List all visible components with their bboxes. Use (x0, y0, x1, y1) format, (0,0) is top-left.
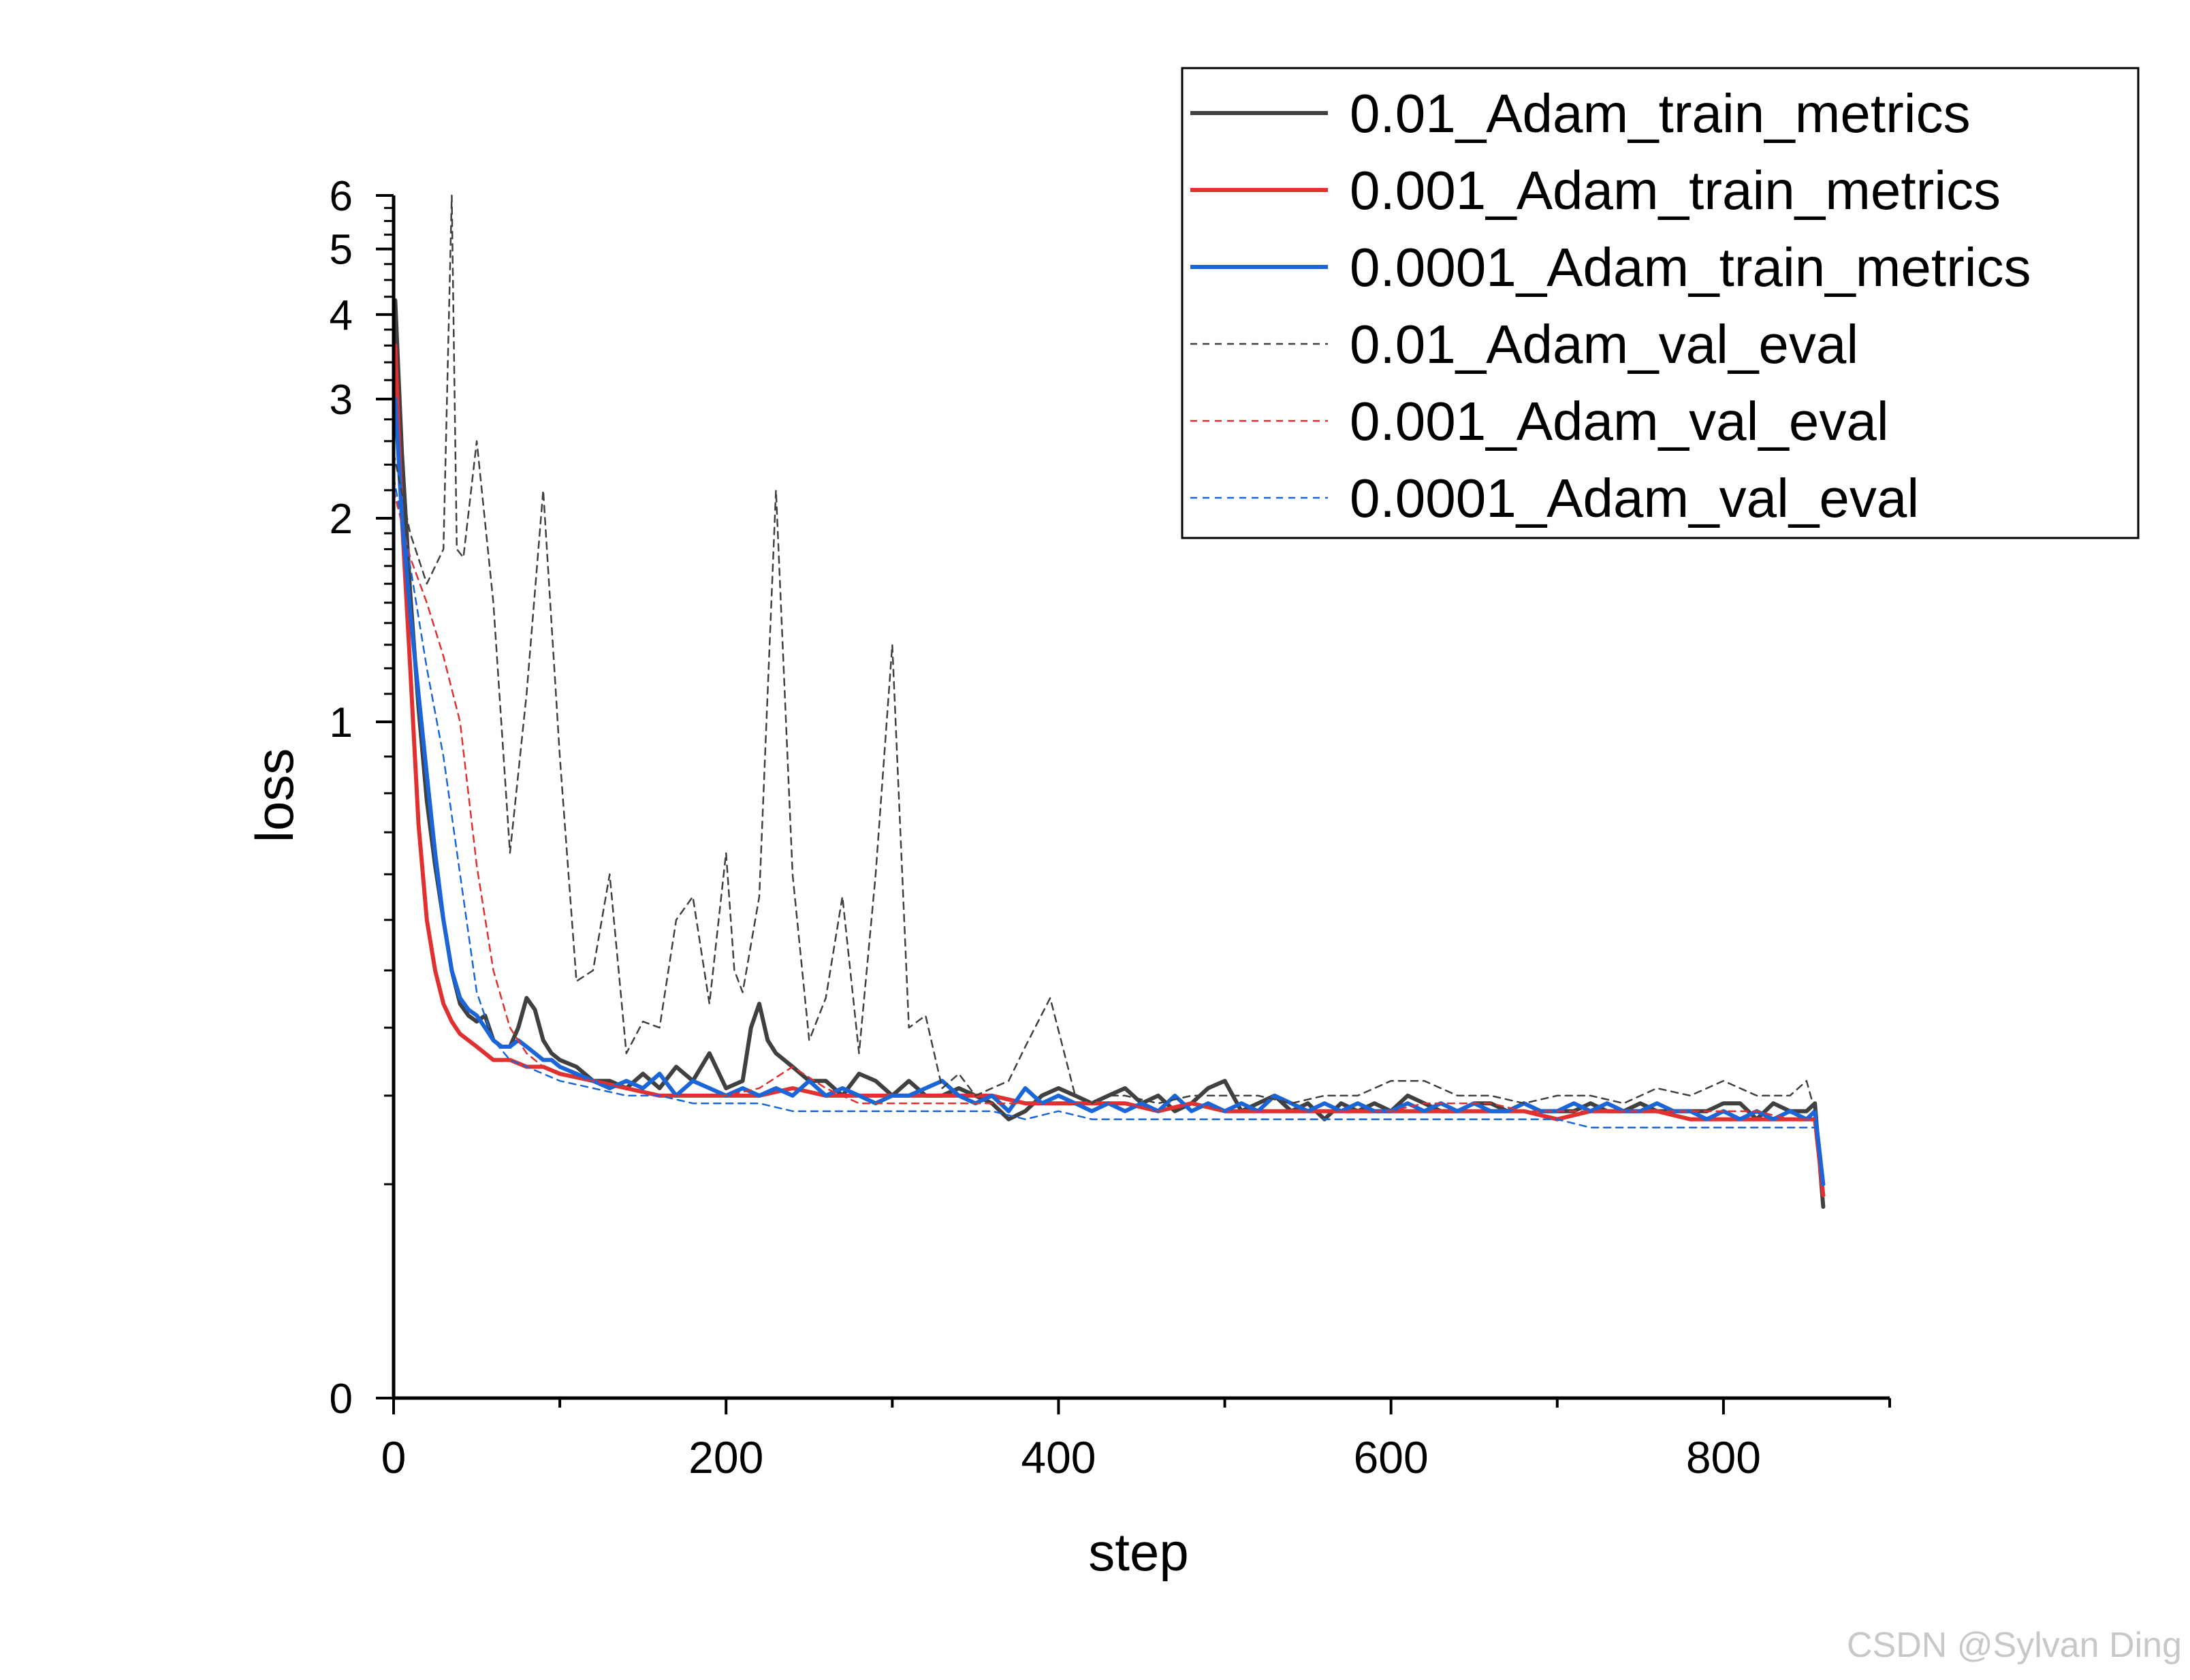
legend-label: 0.01_Adam_train_metrics (1350, 83, 1971, 144)
legend-box (1181, 67, 2140, 539)
x-tick-label: 400 (1021, 1432, 1096, 1483)
x-tick-label: 600 (1354, 1432, 1429, 1483)
y-tick-label: 2 (330, 496, 353, 543)
series-line-3 (393, 397, 1826, 1186)
legend-label: 0.001_Adam_train_metrics (1350, 160, 2001, 221)
series-line-1 (393, 298, 1826, 1209)
y-tick-label: 1 (330, 699, 353, 746)
legend-label: 0.001_Adam_val_eval (1350, 391, 1889, 451)
plot-lines (392, 194, 1826, 1209)
y-axis-label: loss (244, 748, 304, 843)
legend-label: 0.0001_Adam_train_metrics (1350, 237, 2031, 298)
legend: 0.01_Adam_train_metrics 0.001_Adam_train_… (1181, 67, 2140, 539)
y-tick-label: 0 (330, 1376, 353, 1423)
tick-labels: 0 200 400 600 800 0 1 2 3 4 5 6 (330, 173, 1761, 1483)
y-tick-label: 3 (330, 377, 353, 424)
x-tick-label: 800 (1686, 1432, 1761, 1483)
x-tick-label: 200 (688, 1432, 763, 1483)
legend-label: 0.0001_Adam_val_eval (1350, 468, 1919, 528)
x-axis-label: step (1088, 1522, 1188, 1582)
y-tick-label: 5 (330, 227, 353, 274)
axes (376, 194, 1891, 1414)
watermark-text: CSDN @Sylvan Ding (1846, 1626, 2182, 1665)
y-tick-label: 4 (330, 292, 353, 339)
series-line-6 (392, 476, 1816, 1129)
x-tick-label: 0 (381, 1432, 407, 1483)
legend-label: 0.01_Adam_val_eval (1350, 314, 1858, 375)
y-tick-label: 6 (330, 173, 353, 220)
series-line-5 (392, 489, 1816, 1120)
series-line-4 (392, 194, 1816, 1112)
